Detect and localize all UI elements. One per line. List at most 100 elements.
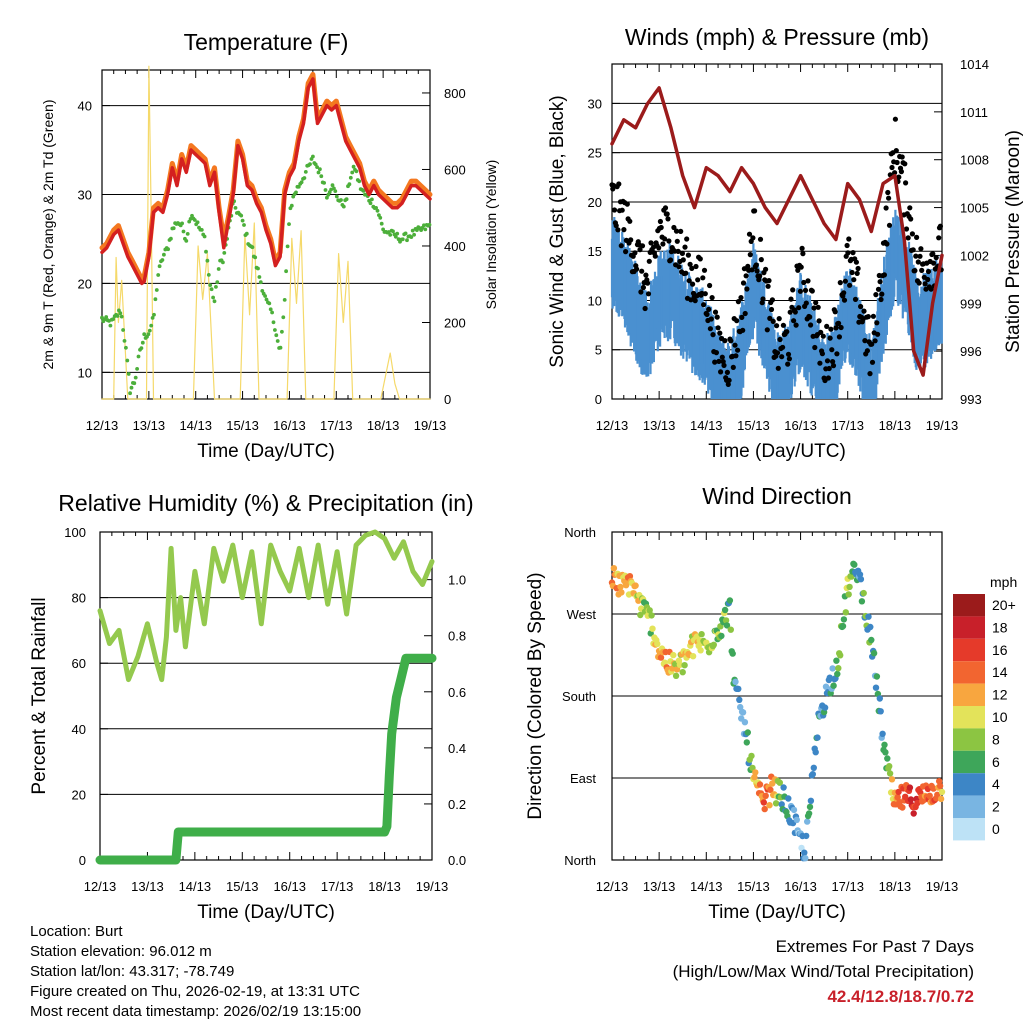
wdir-point — [679, 669, 686, 676]
temp-point-dewpoint — [117, 308, 121, 313]
winds-gust-point — [790, 287, 796, 293]
winds-gust-point — [726, 377, 732, 383]
winds-gust-point — [774, 350, 781, 356]
temp-point-dewpoint — [280, 329, 284, 334]
winds-gust-point — [877, 279, 883, 285]
wdir-point — [835, 665, 842, 672]
wdir-point — [807, 797, 815, 804]
winds-gust-point — [905, 235, 911, 241]
station-location: Location: Burt — [30, 923, 123, 940]
wdir-point — [860, 589, 867, 597]
winds-gust-point — [841, 297, 848, 303]
winds-gust-point — [787, 309, 793, 315]
temp-point-dewpoint — [339, 198, 343, 202]
winds-gust-point — [937, 223, 944, 229]
extremes-subtitle: (High/Low/Max Wind/Total Precipitation) — [672, 962, 974, 981]
temp-point-dewpoint — [271, 320, 276, 325]
wdir-point — [881, 741, 888, 748]
winds-gust-point — [922, 281, 928, 287]
winds-gust-point — [640, 284, 647, 291]
winds-gust-point — [722, 338, 728, 344]
recent-timestamp: Most recent data timestamp: 2026/02/19 1… — [30, 1003, 362, 1020]
temp-point-dewpoint — [240, 218, 245, 223]
winds-gust-point — [854, 270, 860, 276]
winds-gust-point — [915, 259, 921, 265]
winds-gust-point — [728, 338, 734, 344]
temp-point-dewpoint — [256, 266, 260, 271]
wdir-ylabel: Direction (Colored By Speed) — [525, 572, 546, 819]
temp-point-dewpoint — [348, 175, 353, 180]
wdir-point — [846, 583, 853, 591]
winds-gust-point — [826, 365, 832, 372]
winds-gust-point — [838, 324, 844, 331]
winds-gust-point — [819, 351, 826, 357]
winds-gust-point — [678, 228, 684, 234]
winds-gust-point — [688, 297, 694, 303]
temp-point-dewpoint — [330, 183, 335, 188]
winds-gust-point — [754, 268, 760, 274]
winds-ytick-label: 20 — [588, 195, 602, 210]
wdir-colorbar-label: 6 — [992, 754, 1000, 770]
wdir-point — [907, 796, 915, 803]
figure-created: Figure created on Thu, 2026-02-19, at 13… — [30, 983, 360, 1000]
winds-gust-point — [665, 216, 671, 222]
temp-point-dewpoint — [221, 260, 225, 265]
temp-point-dewpoint — [287, 222, 291, 227]
temp-point-dewpoint — [285, 244, 290, 249]
winds-xtick-label: 12/13 — [596, 418, 629, 433]
winds-gust-point — [808, 322, 814, 328]
winds-ytick-right-label: 1008 — [960, 153, 989, 168]
wdir-point — [744, 729, 751, 736]
wdir-ytick-label: North — [564, 853, 596, 868]
temp-point-dewpoint — [311, 154, 315, 159]
temp-point-dewpoint — [294, 190, 298, 195]
winds-gust-point — [845, 250, 851, 256]
winds-gust-point — [803, 300, 809, 306]
wdir-colorbar-label: 8 — [992, 731, 1000, 747]
wdir-point — [681, 662, 688, 669]
winds-gust-point — [830, 363, 837, 369]
wdir-point — [858, 598, 866, 605]
wdir-point — [812, 749, 819, 756]
winds-gust-point — [909, 231, 916, 237]
winds-gust-point — [805, 278, 811, 284]
wdir-point — [822, 683, 830, 690]
wdir-point — [726, 597, 734, 604]
winds-ytick-right-label: 1014 — [960, 57, 989, 72]
temp-point-dewpoint — [405, 238, 409, 243]
winds-gust-point — [676, 264, 682, 270]
wdir-point — [899, 804, 906, 811]
winds-gust-point — [774, 323, 780, 329]
temp-xtick-label: 14/13 — [179, 418, 212, 433]
temp-point-dewpoint — [100, 315, 104, 320]
winds-ytick-right-label: 1011 — [960, 105, 988, 120]
temp-point-dewpoint — [258, 280, 263, 285]
winds-gust-point — [918, 246, 924, 252]
wdir-point — [617, 583, 624, 591]
rh-ytick-label: 100 — [64, 525, 86, 540]
wdir-point — [848, 573, 855, 580]
wdir-ytick-label: North — [564, 525, 596, 540]
winds-gust-point — [766, 278, 772, 284]
wdir-point — [886, 770, 894, 777]
wdir-point — [873, 673, 881, 680]
wdir-ytick-label: West — [567, 607, 597, 622]
temp-point-dewpoint — [378, 215, 383, 220]
winds-gust-point — [892, 116, 899, 122]
rh-series-precipitation — [95, 653, 437, 865]
winds-gust-point — [886, 222, 893, 228]
winds-ytick-label: 5 — [595, 343, 602, 358]
winds-gust-point — [733, 353, 739, 359]
winds-gust-point — [660, 241, 666, 247]
temp-point-dewpoint — [323, 188, 328, 192]
winds-gust-point — [767, 315, 773, 321]
winds-gust-point — [775, 365, 781, 371]
winds-gust-point — [657, 218, 664, 225]
temp-point-dewpoint — [150, 316, 155, 320]
wdir-point — [790, 806, 798, 814]
winds-gust-point — [780, 322, 787, 328]
winds-gust-point — [708, 316, 714, 322]
winds-gust-point — [793, 322, 799, 328]
winds-gust-point — [828, 326, 834, 332]
temp-point-dewpoint — [142, 332, 147, 337]
